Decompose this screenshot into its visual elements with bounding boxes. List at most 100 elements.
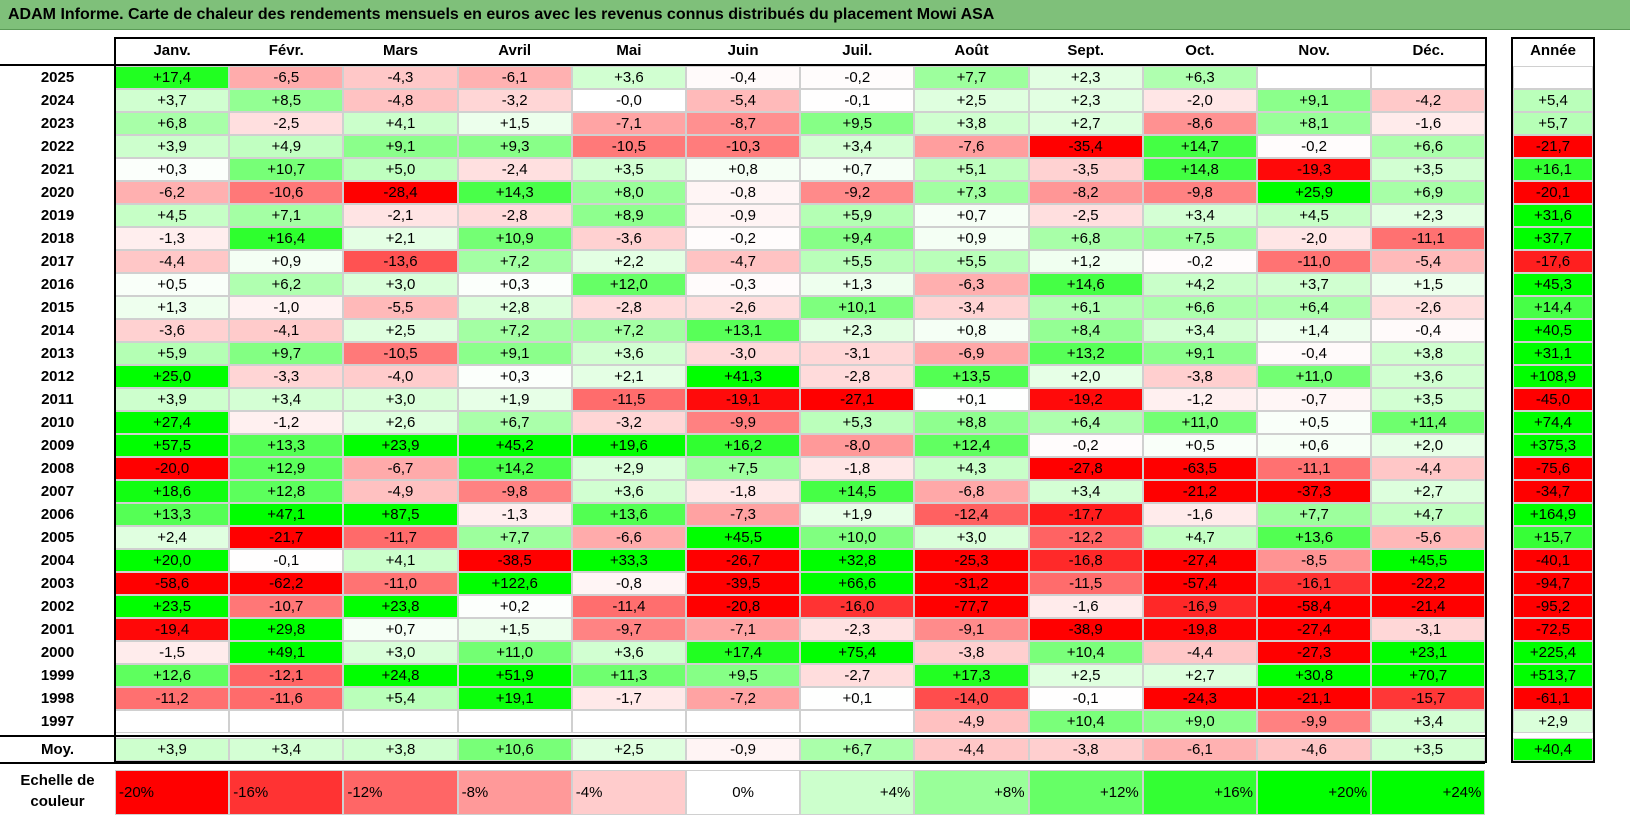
average-rule-top: [0, 735, 1486, 737]
heatmap-cell: -2,5: [1028, 204, 1143, 227]
heatmap-cell: -5,4: [686, 89, 801, 112]
heatmap-cell: -2,6: [686, 296, 801, 319]
annual-cell: -95,2: [1513, 595, 1593, 618]
average-cell: +6,7: [800, 738, 915, 761]
heatmap-cell: +2,8: [457, 296, 572, 319]
heatmap-cell: +9,7: [229, 342, 344, 365]
heatmap-cell: -3,8: [914, 641, 1029, 664]
heatmap-cell: +25,9: [1257, 181, 1372, 204]
heatmap-cell: -2,1: [343, 204, 458, 227]
heatmap-cell: -3,2: [457, 89, 572, 112]
heatmap-cell: [800, 710, 915, 733]
heatmap-cell: -5,6: [1371, 526, 1486, 549]
heatmap-cell: +0,7: [914, 204, 1029, 227]
heatmap-cell: +3,8: [1371, 342, 1486, 365]
heatmap-cell: +12,9: [229, 457, 344, 480]
heatmap-cell: -16,8: [1028, 549, 1143, 572]
heatmap-cell: +0,2: [457, 595, 572, 618]
heatmap-cell: +45,5: [1371, 549, 1486, 572]
heatmap-cell: [457, 710, 572, 733]
heatmap-cell: -19,4: [115, 618, 230, 641]
heatmap-cell: -8,7: [686, 112, 801, 135]
heatmap-cell: [571, 710, 686, 733]
heatmap-cell: -9,9: [1257, 710, 1372, 733]
heatmap-cell: +13,2: [1028, 342, 1143, 365]
heatmap-cell: +0,8: [914, 319, 1029, 342]
heatmap-cell: +0,3: [457, 273, 572, 296]
heatmap-cell: -10,5: [343, 342, 458, 365]
heatmap-cell: -11,1: [1371, 227, 1486, 250]
heatmap-cell: +45,2: [457, 434, 572, 457]
heatmap-cell: -6,2: [115, 181, 230, 204]
row-label: 2024: [40, 92, 75, 109]
heatmap-cell: +5,9: [800, 204, 915, 227]
heatmap-cell: -27,3: [1257, 641, 1372, 664]
heatmap-cell: +4,1: [343, 112, 458, 135]
heatmap-cell: +5,1: [914, 158, 1029, 181]
scale-step: +16%: [1142, 770, 1257, 815]
heatmap-cell: +70,7: [1371, 664, 1486, 687]
scale-step: 0%: [686, 770, 801, 815]
heatmap-cell: +3,8: [914, 112, 1029, 135]
annual-cell: +15,7: [1513, 526, 1593, 549]
heatmap-cell: -0,8: [571, 572, 686, 595]
heatmap-cell: -2,8: [457, 204, 572, 227]
heatmap-cell: +7,7: [1257, 503, 1372, 526]
heatmap-cell: -39,5: [686, 572, 801, 595]
heatmap-cell: -10,7: [229, 595, 344, 618]
heatmap-cell: +66,6: [800, 572, 915, 595]
heatmap-cell: +16,4: [229, 227, 344, 250]
heatmap-cell: -9,8: [457, 480, 572, 503]
heatmap-cell: +3,4: [1371, 710, 1486, 733]
heatmap-cell: -4,8: [343, 89, 458, 112]
column-header: Oct.: [1185, 42, 1215, 59]
heatmap-cell: -8,6: [1142, 112, 1257, 135]
annual-cell: +513,7: [1513, 664, 1593, 687]
heatmap-cell: +3,5: [1371, 388, 1486, 411]
heatmap-cell: -4,4: [1142, 641, 1257, 664]
heatmap-cell: -3,8: [1142, 365, 1257, 388]
heatmap-cell: +0,1: [800, 687, 915, 710]
heatmap-cell: +1,5: [457, 112, 572, 135]
heatmap-cell: +7,5: [1142, 227, 1257, 250]
heatmap-cell: -1,3: [457, 503, 572, 526]
heatmap-cell: +8,9: [571, 204, 686, 227]
heatmap-cell: -9,9: [686, 411, 801, 434]
heatmap-cell: -8,5: [1257, 549, 1372, 572]
heatmap-cell: +2,5: [914, 89, 1029, 112]
heatmap-cell: +3,4: [229, 388, 344, 411]
heatmap-cell: -0,1: [800, 89, 915, 112]
heatmap-cell: -4,9: [914, 710, 1029, 733]
row-label: 2015: [40, 299, 75, 316]
heatmap-cell: -4,2: [1371, 89, 1486, 112]
heatmap-cell: -28,4: [343, 181, 458, 204]
heatmap-cell: -62,2: [229, 572, 344, 595]
heatmap-cell: +0,3: [457, 365, 572, 388]
heatmap-cell: -17,7: [1028, 503, 1143, 526]
annual-cell: +31,1: [1513, 342, 1593, 365]
heatmap-cell: -7,3: [686, 503, 801, 526]
heatmap-cell: -0,4: [1371, 319, 1486, 342]
heatmap-cell: -6,5: [229, 66, 344, 89]
heatmap-cell: +3,9: [115, 388, 230, 411]
average-cell: +3,4: [229, 738, 344, 761]
heatmap-cell: -13,6: [343, 250, 458, 273]
heatmap-cell: -0,2: [1142, 250, 1257, 273]
heatmap-cell: +12,0: [571, 273, 686, 296]
heatmap-cell: +2,0: [1028, 365, 1143, 388]
annual-cell: +2,9: [1513, 710, 1593, 733]
heatmap-cell: -19,3: [1257, 158, 1372, 181]
row-label: 2010: [40, 414, 75, 431]
heatmap-cell: +11,0: [457, 641, 572, 664]
heatmap-cell: +10,9: [457, 227, 572, 250]
heatmap-cell: -38,5: [457, 549, 572, 572]
annual-cell: +14,4: [1513, 296, 1593, 319]
heatmap-cell: -4,0: [343, 365, 458, 388]
row-label: 2022: [40, 138, 75, 155]
heatmap-cell: -3,4: [914, 296, 1029, 319]
heatmap-cell: -0,7: [1257, 388, 1372, 411]
heatmap-cell: [343, 710, 458, 733]
heatmap-cell: +0,3: [115, 158, 230, 181]
heatmap-cell: -20,8: [686, 595, 801, 618]
